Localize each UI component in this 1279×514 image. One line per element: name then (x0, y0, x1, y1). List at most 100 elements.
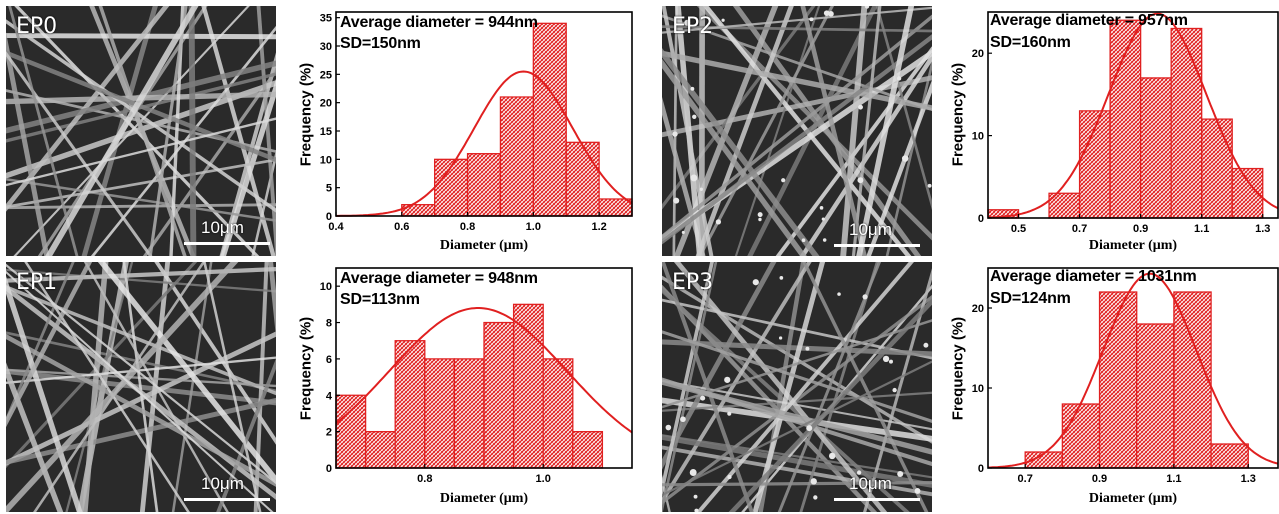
y-tick-label: 10 (972, 131, 984, 143)
y-tick-label: 15 (320, 126, 332, 138)
y-tick-label: 10 (320, 154, 332, 166)
scale-bar-label: 10μm (201, 474, 244, 493)
x-tick-label: 0.8 (417, 473, 432, 485)
annotation-average: Average diameter = 957nm (990, 12, 1188, 29)
scale-bar-label: 10μm (849, 474, 892, 493)
histogram-bar (542, 358, 574, 469)
x-axis-label: Diameter (μm) (439, 238, 529, 253)
x-tick-label: 1.0 (526, 221, 541, 233)
x-tick-label: 0.4 (328, 221, 344, 233)
scale-bar (184, 242, 270, 245)
y-tick-label: 6 (326, 354, 332, 366)
histogram-bar (466, 153, 502, 217)
y-tick-label: 10 (972, 383, 984, 395)
histogram-bar (1173, 291, 1212, 469)
fiber-texture (6, 262, 276, 512)
x-tick-label: 0.8 (460, 221, 475, 233)
y-tick-label: 2 (326, 427, 332, 439)
histogram-bar (532, 22, 567, 217)
y-tick-label: 0 (978, 463, 984, 475)
annotation-sd: SD=124nm (990, 290, 1071, 307)
histogram-ep0: 0.4 0.6 0.8 1.0 1.2 0 5 10 15 20 25 30 35 Average di… (284, 6, 644, 256)
histogram-ep1: 0.8 1.0 0 2 4 6 8 10 Average diameter = 948nm S… (284, 262, 644, 512)
plot-frame (987, 267, 1279, 469)
sem-label: EP1 (16, 270, 58, 295)
x-tick-label: 1.1 (1166, 473, 1181, 485)
histogram-bar (483, 321, 515, 469)
x-tick-label: 1.3 (1255, 223, 1270, 235)
annotation-average: Average diameter = 1031nm (990, 268, 1197, 285)
scale-bar-label: 10μm (849, 220, 892, 239)
sem-label: EP2 (672, 14, 714, 39)
histogram-bar (572, 430, 604, 469)
histogram-bar (565, 141, 600, 217)
x-axis-label: Diameter (μm) (1088, 491, 1178, 506)
x-axis-label: Diameter (μm) (439, 491, 529, 506)
histogram-bar (1139, 77, 1172, 219)
histogram-bar (1201, 118, 1233, 219)
scale-bar (834, 244, 920, 247)
x-tick-label: 0.5 (1011, 223, 1026, 235)
histogram-bar (335, 394, 367, 469)
y-axis-label: Frequency (%) (297, 62, 315, 167)
y-axis-label: Frequency (%) (949, 316, 967, 421)
x-tick-label: 0.9 (1092, 473, 1107, 485)
x-tick-label: 0.7 (1072, 223, 1087, 235)
y-axis-label: Frequency (%) (297, 316, 315, 421)
y-tick-label: 10 (320, 281, 332, 293)
gaussian-fit-curve (988, 272, 1279, 469)
sem-image-ep0: EP0 10μm (6, 6, 276, 256)
x-tick-label: 0.9 (1133, 223, 1148, 235)
x-tick-label: 1.1 (1194, 223, 1209, 235)
annotation-sd: SD=150nm (340, 35, 421, 52)
gaussian-fit-curve (336, 70, 633, 217)
plot-frame (335, 267, 633, 469)
plot-frame (987, 11, 1279, 219)
y-tick-label: 35 (320, 13, 332, 25)
histogram-bar (1098, 291, 1138, 469)
y-tick-label: 0 (978, 213, 984, 225)
y-tick-label: 0 (326, 463, 332, 475)
sem-label: EP0 (16, 14, 58, 39)
y-tick-label: 5 (326, 183, 332, 195)
scale-bar (834, 498, 920, 501)
y-tick-label: 0 (326, 211, 332, 223)
histogram-bar (424, 358, 456, 469)
y-tick-label: 4 (326, 390, 333, 402)
histogram-bar (512, 303, 544, 469)
annotation-average: Average diameter = 948nm (340, 270, 538, 287)
annotation-sd: SD=113nm (340, 291, 420, 308)
sem-image-ep1: EP1 10μm (6, 262, 276, 512)
histogram-bar (1170, 27, 1203, 219)
fiber-texture (6, 6, 276, 256)
annotation-sd: SD=160nm (990, 34, 1071, 51)
sem-image-ep3: EP3 10μm (662, 262, 932, 512)
sem-label: EP3 (672, 270, 714, 295)
histogram-bar (499, 96, 534, 217)
y-tick-label: 30 (320, 41, 332, 53)
histogram-bar (1109, 19, 1142, 219)
histogram-ep2: 0.5 0.7 0.9 1.1 1.3 0 10 20 Average diameter = … (940, 6, 1279, 256)
sem-image-ep2: EP2 10μm (662, 6, 932, 256)
plot-frame (335, 11, 633, 217)
histogram-bar (598, 198, 633, 217)
histogram-bar (453, 358, 485, 469)
histogram-bar (1210, 443, 1249, 469)
y-tick-label: 25 (320, 69, 332, 81)
x-tick-label: 0.6 (394, 221, 409, 233)
y-tick-label: 8 (326, 318, 332, 330)
gaussian-fit-curve (987, 12, 1279, 219)
x-tick-label: 1.0 (536, 473, 551, 485)
fiber-texture (662, 262, 932, 512)
scale-bar (184, 498, 270, 501)
annotation-average: Average diameter = 944nm (340, 14, 538, 31)
x-axis-label: Diameter (μm) (1088, 238, 1178, 253)
y-tick-label: 20 (972, 48, 984, 60)
x-tick-label: 1.3 (1241, 473, 1256, 485)
scale-bar-label: 10μm (201, 218, 244, 237)
gaussian-fit-curve (335, 307, 633, 434)
histogram-bar (1136, 323, 1175, 469)
y-tick-label: 20 (320, 98, 332, 110)
histogram-bar (1061, 403, 1101, 469)
x-tick-label: 1.2 (591, 221, 606, 233)
